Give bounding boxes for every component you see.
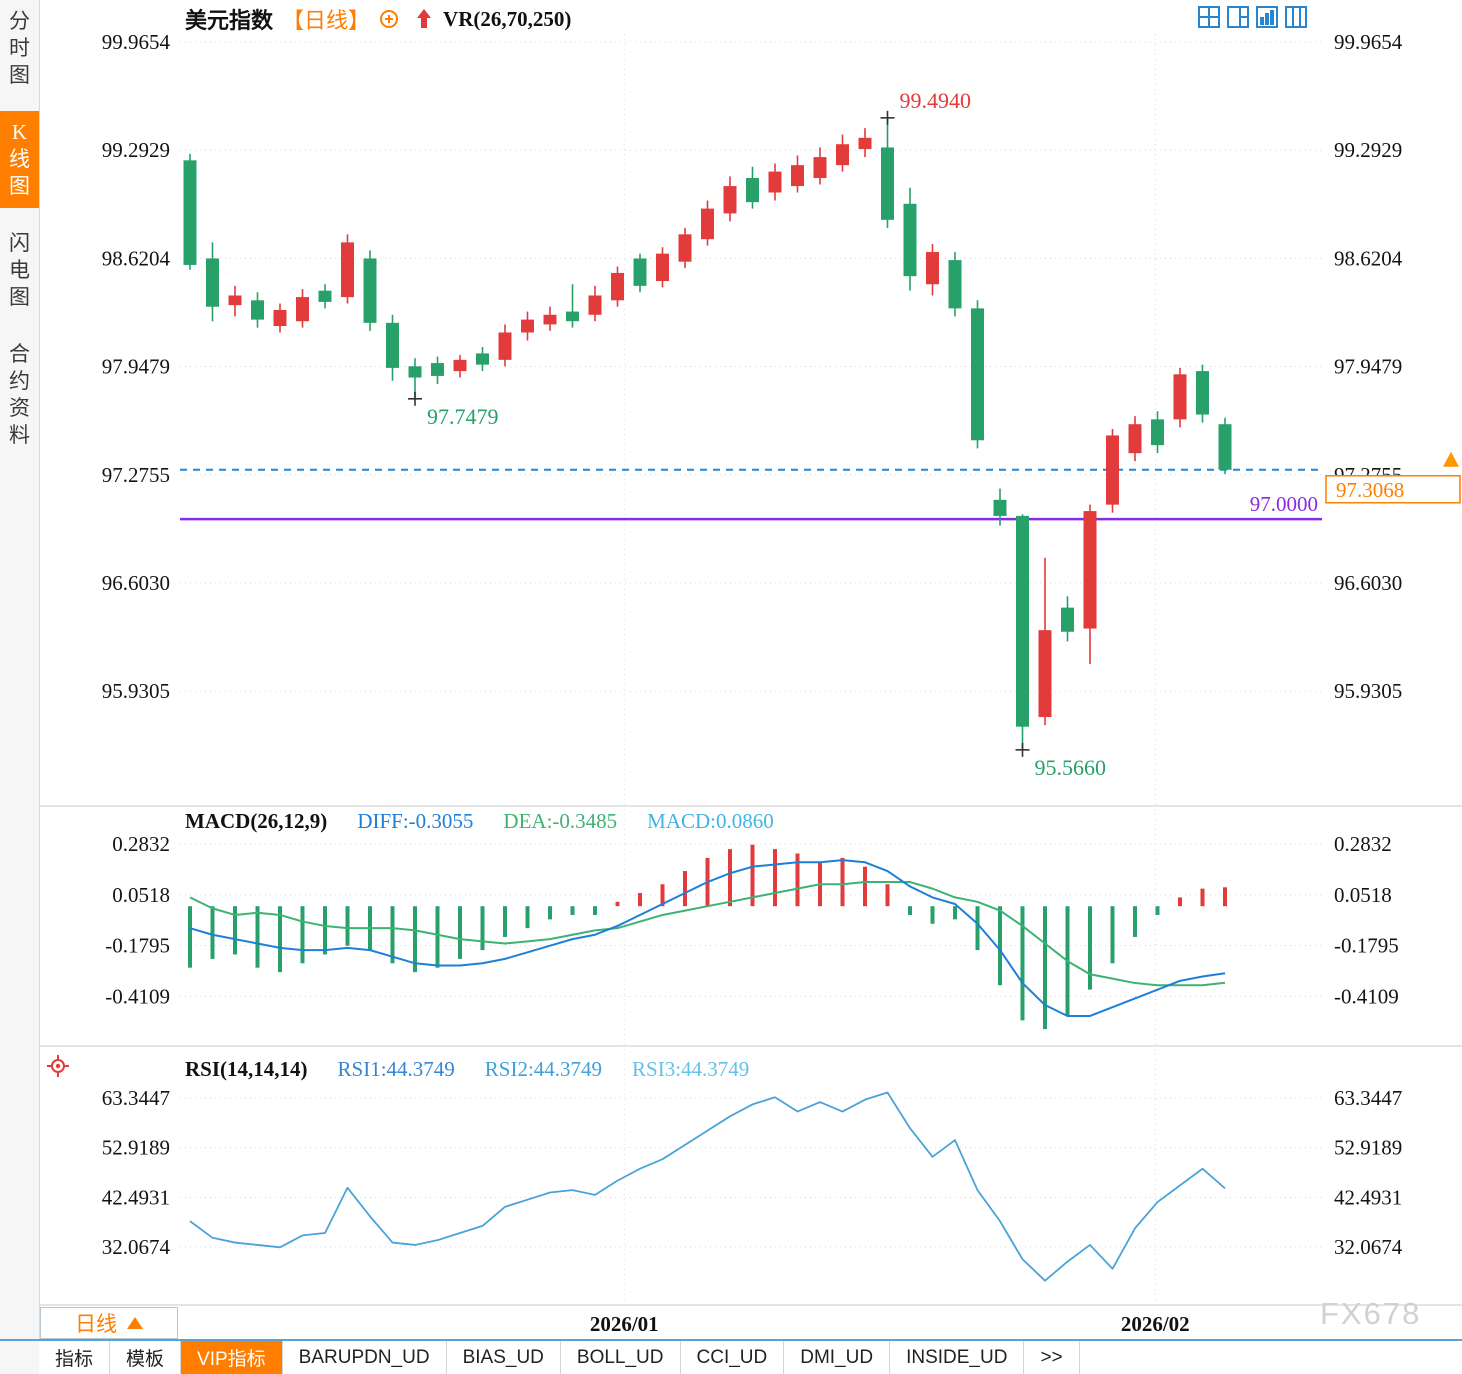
svg-text:32.0674: 32.0674 — [102, 1235, 171, 1259]
svg-text:97.9479: 97.9479 — [102, 355, 170, 379]
svg-text:95.9305: 95.9305 — [1334, 679, 1402, 703]
macd-macd-value: MACD:0.0860 — [647, 809, 774, 833]
svg-text:99.9654: 99.9654 — [102, 30, 171, 54]
current-price-tag: 97.3068 — [1325, 475, 1461, 504]
vr-indicator-label: VR(26,70,250) — [443, 6, 572, 31]
candles-layer — [183, 117, 1232, 750]
sidebar-item-contract-info[interactable]: 合 约 资 料 — [9, 342, 30, 447]
svg-text:-0.1795: -0.1795 — [105, 934, 170, 958]
svg-text:98.6204: 98.6204 — [102, 246, 171, 270]
tab-dmi-ud[interactable]: DMI_UD — [784, 1341, 891, 1374]
sidebar-item-timeshare[interactable]: 分 时 图 — [9, 9, 30, 87]
period-label: 日线 — [75, 1312, 117, 1336]
watermark: FX678 — [1320, 1296, 1422, 1331]
rsi-layer — [189, 1091, 1226, 1282]
svg-text:99.9654: 99.9654 — [1334, 30, 1403, 54]
svg-text:96.6030: 96.6030 — [1334, 571, 1402, 595]
tab-boll-ud[interactable]: BOLL_UD — [561, 1341, 681, 1374]
svg-text:97.3068: 97.3068 — [1336, 478, 1404, 502]
tab-more[interactable]: >> — [1024, 1341, 1080, 1374]
annotations-layer: 99.4940 97.7479 95.5660 — [408, 88, 1106, 780]
rsi-header: RSI(14,14,14) RSI1:44.3749 RSI2:44.3749 … — [185, 1057, 749, 1082]
bottom-tab-bar: 指标 模板 VIP指标 BARUPDN_UD BIAS_UD BOLL_UD C… — [39, 1341, 1462, 1374]
tab-indicators[interactable]: 指标 — [39, 1341, 111, 1374]
add-indicator-icon[interactable] — [379, 9, 399, 29]
svg-text:97.7479: 97.7479 — [427, 404, 499, 429]
svg-text:52.9189: 52.9189 — [1334, 1136, 1402, 1160]
axis-labels-layer: 99.9654 99.9654 99.2929 99.2929 98.6204 98.62… — [102, 30, 1403, 1336]
svg-text:32.0674: 32.0674 — [1334, 1235, 1403, 1259]
layout-bars-icon[interactable] — [1256, 6, 1278, 28]
up-arrow-icon — [416, 9, 432, 29]
rsi3-value: RSI3:44.3749 — [632, 1057, 750, 1081]
svg-text:63.3447: 63.3447 — [102, 1086, 170, 1110]
svg-text:2026/02: 2026/02 — [1121, 1312, 1190, 1336]
tab-vip-indicators[interactable]: VIP指标 — [181, 1341, 283, 1374]
macd-header: MACD(26,12,9) DIFF:-0.3055 DEA:-0.3485 M… — [185, 809, 774, 834]
indicator-marker-icon — [45, 1053, 71, 1079]
rsi2-value: RSI2:44.3749 — [484, 1057, 603, 1081]
svg-text:97.2755: 97.2755 — [102, 463, 170, 487]
svg-text:0.0518: 0.0518 — [1334, 883, 1392, 907]
svg-text:42.4931: 42.4931 — [102, 1185, 170, 1209]
rsi1-value: RSI1:44.3749 — [337, 1057, 455, 1081]
svg-text:95.5660: 95.5660 — [1035, 755, 1107, 780]
svg-text:0.2832: 0.2832 — [112, 832, 170, 856]
period-up-triangle-icon — [127, 1317, 143, 1329]
svg-text:98.6204: 98.6204 — [1334, 246, 1403, 270]
layout-columns-icon[interactable] — [1285, 6, 1307, 28]
tab-cci-ud[interactable]: CCI_UD — [681, 1341, 785, 1374]
macd-layer — [188, 844, 1227, 1030]
svg-text:-0.4109: -0.4109 — [105, 984, 170, 1008]
svg-text:2026/01: 2026/01 — [590, 1312, 659, 1336]
svg-text:97.0000: 97.0000 — [1250, 492, 1318, 516]
sidebar: 分 时 图 K 线 图 闪 电 图 合 约 资 料 — [0, 0, 40, 1374]
tab-inside-ud[interactable]: INSIDE_UD — [890, 1341, 1025, 1374]
svg-text:42.4931: 42.4931 — [1334, 1185, 1402, 1209]
svg-text:-0.1795: -0.1795 — [1334, 934, 1399, 958]
layout-split-icon[interactable] — [1227, 6, 1249, 28]
macd-dea-value: DEA:-0.3485 — [503, 809, 618, 833]
svg-text:99.2929: 99.2929 — [1334, 138, 1402, 162]
layout-icons-group — [1198, 6, 1307, 28]
latest-price-arrow[interactable] — [1443, 451, 1459, 467]
layout-grid-icon[interactable] — [1198, 6, 1220, 28]
tab-templates[interactable]: 模板 — [110, 1341, 182, 1374]
svg-text:63.3447: 63.3447 — [1334, 1086, 1402, 1110]
svg-text:95.9305: 95.9305 — [102, 679, 170, 703]
tab-bias-ud[interactable]: BIAS_UD — [447, 1341, 561, 1374]
svg-text:96.6030: 96.6030 — [102, 571, 170, 595]
rsi-title: RSI(14,14,14) — [185, 1057, 308, 1081]
chart-header: 美元指数 【日线】 VR(26,70,250) — [185, 3, 571, 35]
svg-text:97.9479: 97.9479 — [1334, 355, 1402, 379]
price-lines-layer: 97.0000 — [180, 468, 1322, 521]
sidebar-item-lightning[interactable]: 闪 电 图 — [9, 231, 30, 309]
grid-layer — [40, 34, 1462, 1306]
svg-text:-0.4109: -0.4109 — [1334, 984, 1399, 1008]
macd-title: MACD(26,12,9) — [185, 809, 328, 833]
period-tag: 【日线】 — [282, 8, 371, 33]
period-selector[interactable]: 日线 — [40, 1307, 178, 1339]
svg-text:0.0518: 0.0518 — [112, 883, 170, 907]
svg-text:0.2832: 0.2832 — [1334, 832, 1392, 856]
svg-text:99.4940: 99.4940 — [900, 88, 972, 113]
sidebar-item-kline[interactable]: K 线 图 — [0, 111, 39, 208]
macd-diff-value: DIFF:-0.3055 — [357, 809, 474, 833]
tab-barupdn-ud[interactable]: BARUPDN_UD — [283, 1341, 447, 1374]
symbol-title: 美元指数 — [185, 8, 274, 33]
bottom-divider — [0, 1339, 1462, 1341]
svg-text:99.2929: 99.2929 — [102, 138, 170, 162]
svg-text:52.9189: 52.9189 — [102, 1136, 170, 1160]
